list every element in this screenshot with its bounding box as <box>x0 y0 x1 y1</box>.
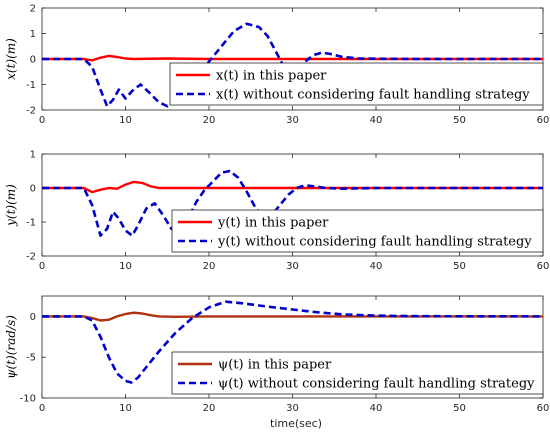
y-axis-label: x(t)(m) <box>4 38 18 80</box>
x-tick-label: 40 <box>370 115 383 126</box>
x-tick-label: 50 <box>453 261 466 272</box>
x-tick-label: 20 <box>203 403 216 414</box>
x-tick-label: 0 <box>39 115 45 126</box>
x-tick-label: 30 <box>286 115 299 126</box>
chart-panel-2: 0 10 20 30 40 50 60 -2 -1 0 1 y(t)(m) y(t) in this p… <box>4 150 549 273</box>
y-tick-label: -5 <box>26 353 36 364</box>
chart-panel-1: 0 10 20 30 40 50 60 -2 -1 0 1 2 x(t)(m) x(t) in this … <box>4 4 549 127</box>
legend-entry-1: y(t) in this paper <box>217 216 329 231</box>
y-tick-label: -2 <box>26 106 36 117</box>
x-tick-label: 40 <box>370 261 383 272</box>
y-tick-label: 1 <box>30 29 36 40</box>
x-tick-label: 0 <box>39 403 45 414</box>
x-tick-label: 10 <box>119 403 132 414</box>
y-axis-label: ψ(t)(rad/s) <box>4 315 18 379</box>
legend: x(t) in this paper x(t) without consideri… <box>169 62 544 106</box>
legend: ψ(t) in this paper ψ(t) without consideri… <box>171 351 544 395</box>
legend-entry-1: x(t) in this paper <box>216 69 327 84</box>
series-line-2 <box>42 22 543 108</box>
x-tick-label: 30 <box>286 261 299 272</box>
series-line-1 <box>42 311 543 322</box>
y-tick-label: 0 <box>30 312 36 323</box>
series-line-2 <box>42 300 543 384</box>
y-tick-label: -1 <box>26 80 36 91</box>
x-tick-label: 0 <box>39 261 45 272</box>
legend: y(t) in this paper y(t) without consideri… <box>171 209 544 253</box>
x-tick-label: 20 <box>203 115 216 126</box>
y-tick-label: -10 <box>20 394 36 405</box>
legend-entry-2: ψ(t) without considering fault handling … <box>218 377 535 392</box>
x-tick-label: 30 <box>286 403 299 414</box>
legend-box <box>169 62 544 106</box>
x-tick-label: 60 <box>537 115 550 126</box>
y-tick-label: -1 <box>26 218 36 229</box>
x-tick-label: 40 <box>370 403 383 414</box>
x-tick-label: 50 <box>453 403 466 414</box>
x-axis-label: time(sec) <box>270 417 322 430</box>
legend-box <box>171 209 544 253</box>
series-line-1 <box>42 54 543 62</box>
legend-box <box>171 351 544 395</box>
legend-entry-2: y(t) without considering fault handling … <box>217 235 532 250</box>
x-tick-label: 50 <box>453 115 466 126</box>
legend-entry-2: x(t) without considering fault handling … <box>216 88 530 103</box>
series-line-2 <box>42 169 543 237</box>
x-tick-label: 60 <box>537 403 550 414</box>
x-tick-label: 10 <box>119 261 132 272</box>
y-axis-label: y(t)(m) <box>4 184 18 227</box>
y-tick-label: 1 <box>30 150 36 161</box>
legend-entry-1: ψ(t) in this paper <box>218 358 332 373</box>
chart-panel-3: 0 10 20 30 40 50 60 -10 -5 0 ψ(t)(rad/s) ψ(t) in th… <box>4 295 550 414</box>
y-tick-label: -2 <box>26 252 36 263</box>
y-tick-label: 2 <box>30 4 36 15</box>
y-tick-label: 0 <box>30 184 36 195</box>
series-line-1 <box>42 180 543 194</box>
x-tick-label: 20 <box>203 261 216 272</box>
y-tick-label: 0 <box>30 55 36 66</box>
x-tick-label: 60 <box>537 261 550 272</box>
x-tick-label: 10 <box>119 115 132 126</box>
